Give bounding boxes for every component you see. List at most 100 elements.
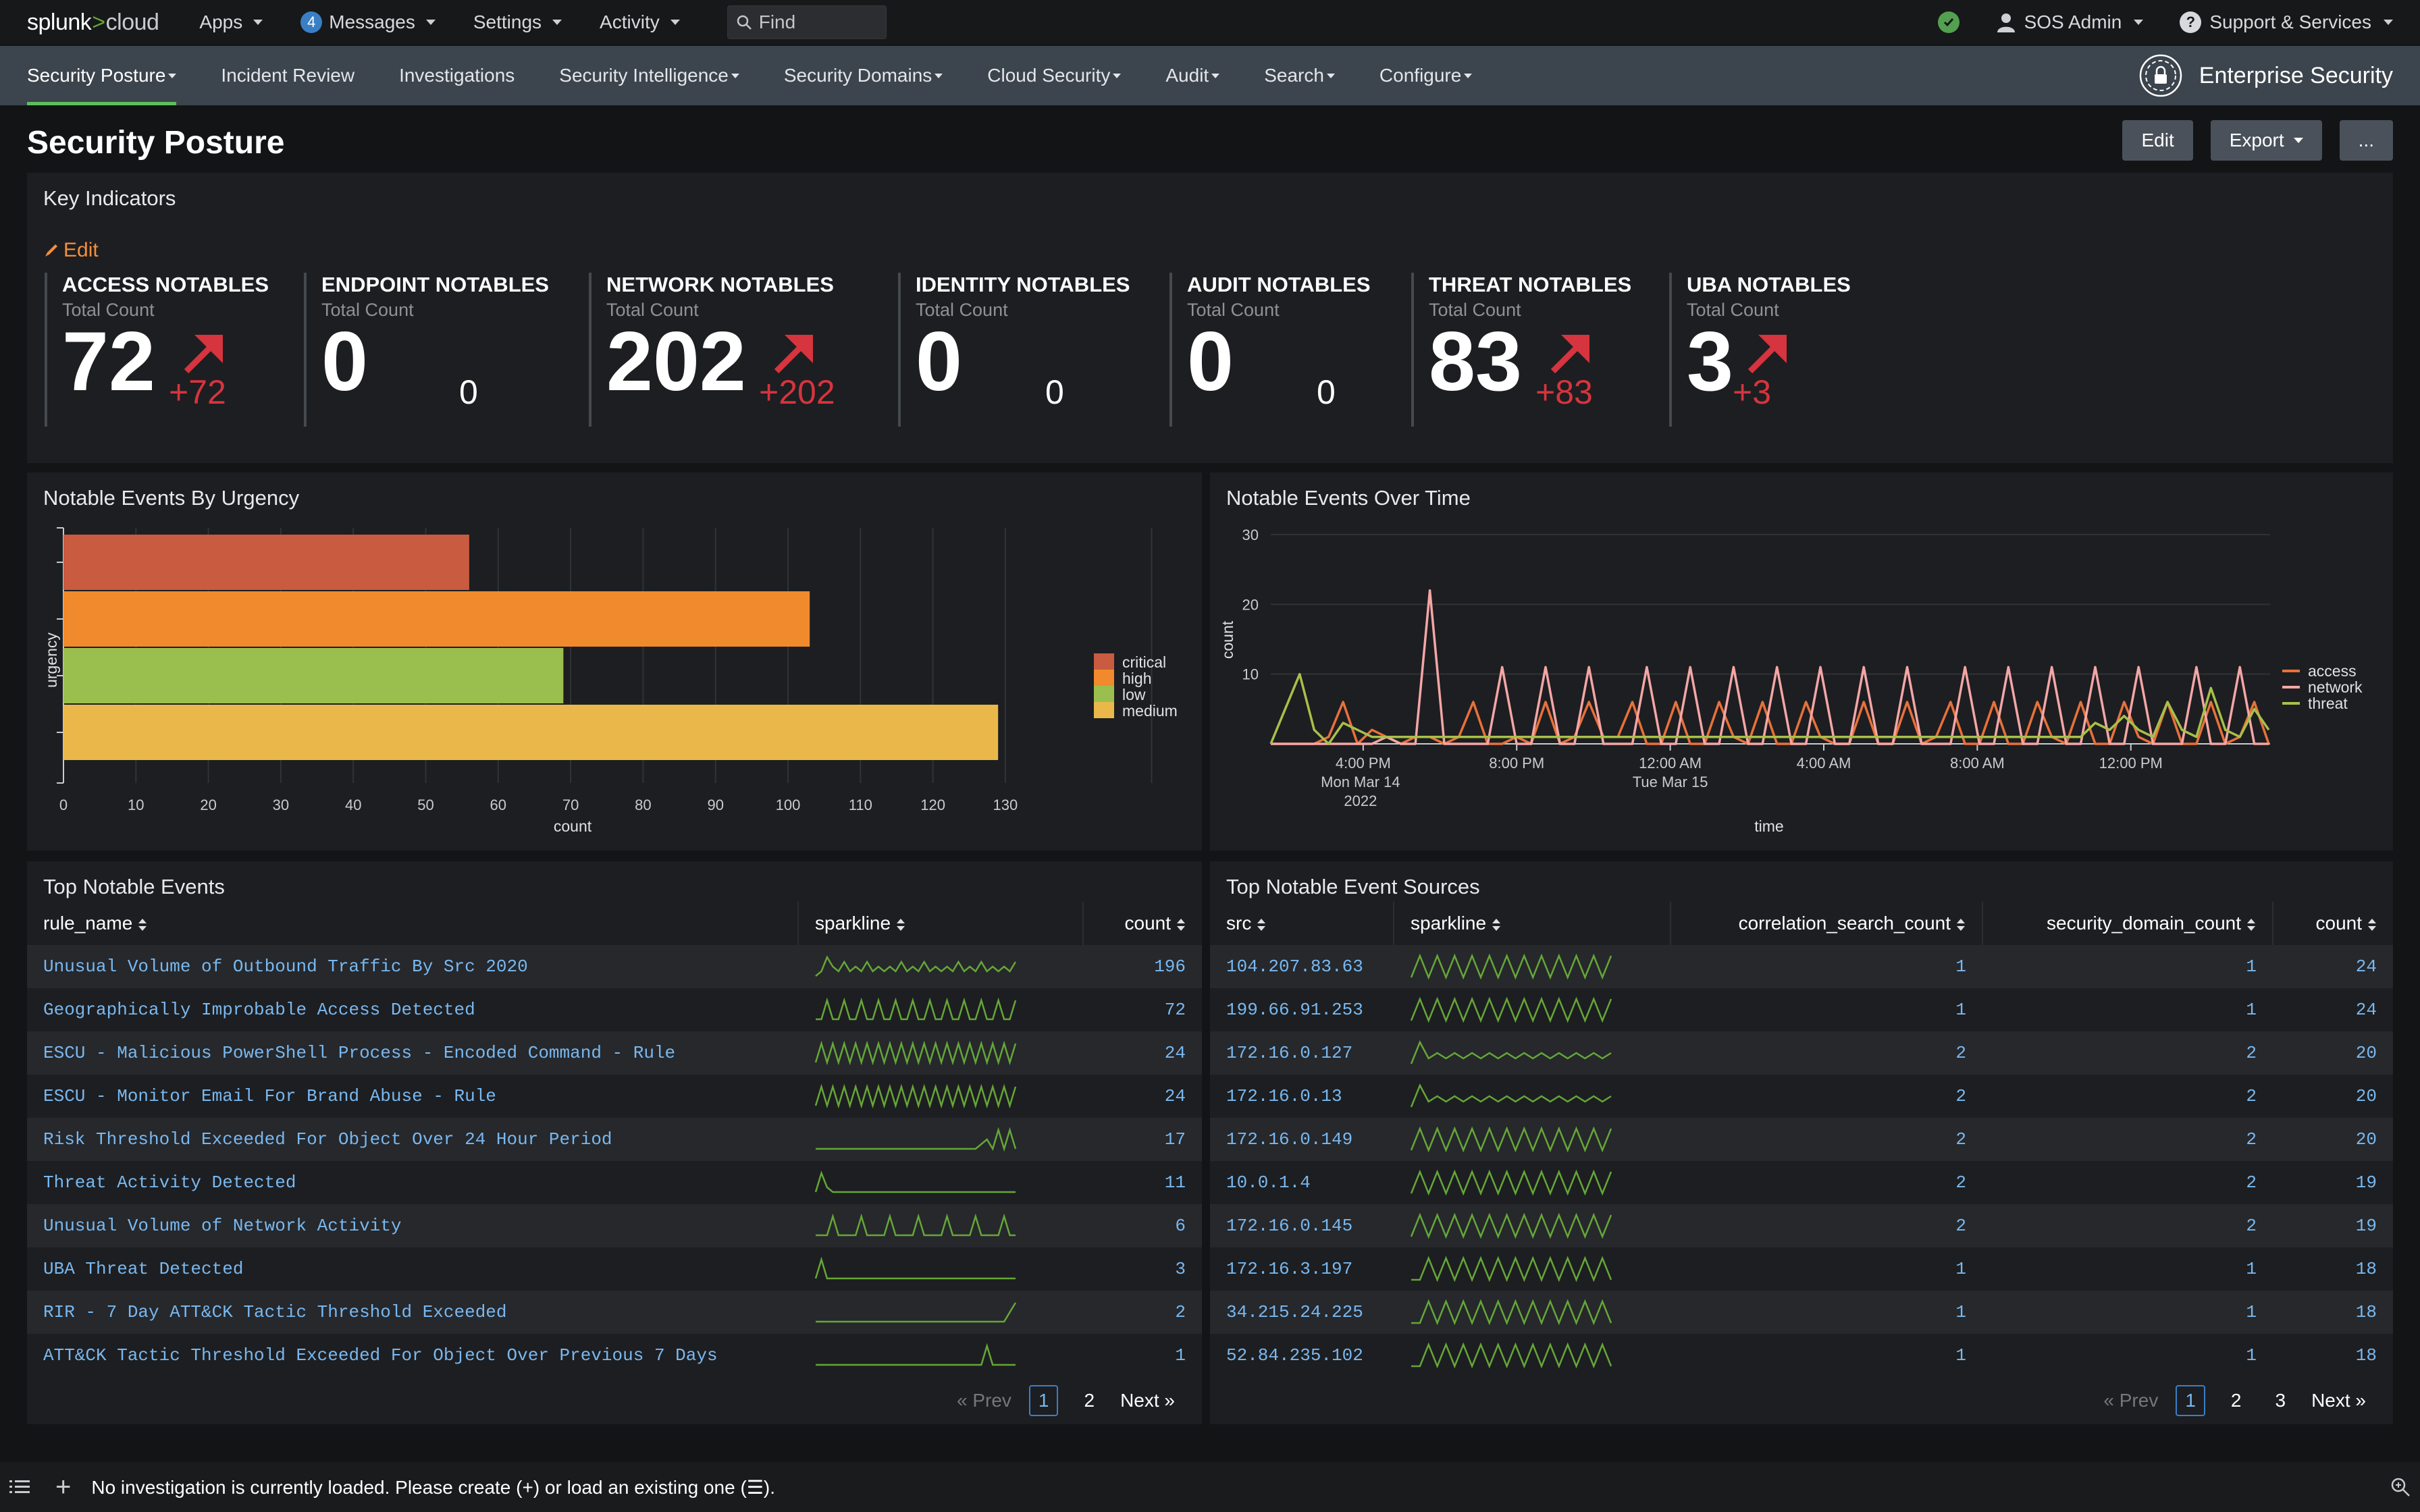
- count-cell[interactable]: 18: [2355, 1345, 2377, 1366]
- user-menu[interactable]: SOS Admin: [1996, 11, 2144, 33]
- security-domain-count-cell[interactable]: 1: [2246, 956, 2257, 977]
- count-cell[interactable]: 18: [2355, 1259, 2377, 1279]
- table-row[interactable]: Unusual Volume of Outbound Traffic By Sr…: [27, 945, 1202, 988]
- table-row[interactable]: 199.66.91.253 1 1 24: [1210, 988, 2393, 1031]
- create-investigation-icon[interactable]: +: [55, 1472, 72, 1502]
- next-page-link[interactable]: Next »: [2311, 1390, 2366, 1411]
- nav-tab-cloud-security[interactable]: Cloud Security: [987, 46, 1122, 105]
- nav-tab-investigations[interactable]: Investigations: [399, 46, 515, 105]
- bar-critical[interactable]: [63, 535, 469, 590]
- legend-label-threat[interactable]: threat: [2308, 695, 2348, 712]
- column-header-rule-name[interactable]: rule_name: [27, 902, 799, 945]
- table-row[interactable]: UBA Threat Detected 3: [27, 1247, 1202, 1291]
- correlation-search-count-cell[interactable]: 1: [1955, 1000, 1966, 1020]
- count-cell[interactable]: 72: [1164, 1000, 1186, 1020]
- kpi-audit-notables[interactable]: AUDIT NOTABLES Total Count 0 0: [1169, 273, 1400, 427]
- table-row[interactable]: 172.16.0.145 2 2 19: [1210, 1204, 2393, 1247]
- legend-label-low[interactable]: low: [1122, 686, 1146, 703]
- messages-menu[interactable]: 4 Messages: [300, 11, 436, 33]
- table-row[interactable]: 172.16.0.127 2 2 20: [1210, 1031, 2393, 1075]
- count-cell[interactable]: 20: [2355, 1129, 2377, 1150]
- correlation-search-count-cell[interactable]: 2: [1955, 1216, 1966, 1236]
- support-menu[interactable]: ? Support & Services: [2180, 11, 2393, 33]
- key-indicators-edit-link[interactable]: Edit: [43, 239, 99, 262]
- security-domain-count-cell[interactable]: 1: [2246, 1345, 2257, 1366]
- nav-tab-security-intelligence[interactable]: Security Intelligence: [559, 46, 739, 105]
- enterprise-security-brand[interactable]: Enterprise Security: [2138, 46, 2393, 105]
- kpi-threat-notables[interactable]: THREAT NOTABLES Total Count 83 +83: [1411, 273, 1658, 427]
- table-row[interactable]: RIR - 7 Day ATT&CK Tactic Threshold Exce…: [27, 1291, 1202, 1334]
- table-row[interactable]: 172.16.0.149 2 2 20: [1210, 1118, 2393, 1161]
- security-domain-count-cell[interactable]: 2: [2246, 1086, 2257, 1106]
- page-link-1[interactable]: 1: [1028, 1385, 1059, 1416]
- src-cell[interactable]: 172.16.0.127: [1226, 1043, 1353, 1063]
- kpi-network-notables[interactable]: NETWORK NOTABLES Total Count 202 +202: [589, 273, 887, 427]
- column-header-src[interactable]: src: [1210, 902, 1394, 945]
- more-actions-button[interactable]: ...: [2339, 120, 2393, 161]
- find-input[interactable]: [758, 11, 874, 33]
- table-row[interactable]: 52.84.235.102 1 1 18: [1210, 1334, 2393, 1377]
- series-line-threat[interactable]: [1269, 672, 2270, 745]
- count-cell[interactable]: 3: [1175, 1259, 1186, 1279]
- prev-page-link[interactable]: « Prev: [956, 1390, 1011, 1411]
- security-domain-count-cell[interactable]: 1: [2246, 1259, 2257, 1279]
- count-cell[interactable]: 17: [1164, 1129, 1186, 1150]
- src-cell[interactable]: 10.0.1.4: [1226, 1172, 1311, 1193]
- rule-name-cell[interactable]: Unusual Volume of Outbound Traffic By Sr…: [43, 956, 528, 977]
- src-cell[interactable]: 199.66.91.253: [1226, 1000, 1363, 1020]
- legend-label-high[interactable]: high: [1122, 670, 1151, 687]
- legend-label-medium[interactable]: medium: [1122, 702, 1178, 720]
- security-domain-count-cell[interactable]: 2: [2246, 1172, 2257, 1193]
- column-header-security-domain-count[interactable]: security_domain_count: [1982, 902, 2273, 945]
- count-cell[interactable]: 24: [2355, 1000, 2377, 1020]
- correlation-search-count-cell[interactable]: 2: [1955, 1086, 1966, 1106]
- find-box[interactable]: [727, 5, 887, 39]
- table-row[interactable]: ATT&CK Tactic Threshold Exceeded For Obj…: [27, 1334, 1202, 1377]
- page-link-2[interactable]: 2: [1084, 1390, 1095, 1411]
- rule-name-cell[interactable]: ESCU - Monitor Email For Brand Abuse - R…: [43, 1086, 496, 1106]
- security-domain-count-cell[interactable]: 1: [2246, 1302, 2257, 1322]
- apps-menu[interactable]: Apps: [199, 11, 263, 33]
- src-cell[interactable]: 172.16.0.145: [1226, 1216, 1353, 1236]
- kpi-endpoint-notables[interactable]: ENDPOINT NOTABLES Total Count 0 0: [304, 273, 578, 427]
- column-header-count[interactable]: count: [1083, 902, 1202, 945]
- security-domain-count-cell[interactable]: 2: [2246, 1216, 2257, 1236]
- rule-name-cell[interactable]: Threat Activity Detected: [43, 1172, 296, 1193]
- nav-tab-audit[interactable]: Audit: [1165, 46, 1220, 105]
- bar-medium[interactable]: [63, 705, 999, 760]
- table-row[interactable]: Geographically Improbable Access Detecte…: [27, 988, 1202, 1031]
- rule-name-cell[interactable]: UBA Threat Detected: [43, 1259, 244, 1279]
- src-cell[interactable]: 104.207.83.63: [1226, 956, 1363, 977]
- rule-name-cell[interactable]: Geographically Improbable Access Detecte…: [43, 1000, 475, 1020]
- series-line-network[interactable]: [1271, 589, 2269, 745]
- nav-tab-security-posture[interactable]: Security Posture: [27, 46, 177, 105]
- splunk-cloud-logo[interactable]: splunk > cloud: [27, 9, 159, 36]
- legend-label-critical[interactable]: critical: [1122, 653, 1166, 671]
- legend-label-access[interactable]: access: [2308, 662, 2357, 680]
- rule-name-cell[interactable]: Unusual Volume of Network Activity: [43, 1216, 402, 1236]
- column-header-correlation-search-count[interactable]: correlation_search_count: [1671, 902, 1983, 945]
- settings-menu[interactable]: Settings: [473, 11, 562, 33]
- health-ok-icon[interactable]: [1937, 11, 1959, 33]
- security-domain-count-cell[interactable]: 2: [2246, 1043, 2257, 1063]
- count-cell[interactable]: 11: [1164, 1172, 1186, 1193]
- table-row[interactable]: ESCU - Monitor Email For Brand Abuse - R…: [27, 1075, 1202, 1118]
- export-button[interactable]: Export: [2210, 120, 2322, 161]
- src-cell[interactable]: 172.16.0.13: [1226, 1086, 1342, 1106]
- count-cell[interactable]: 20: [2355, 1086, 2377, 1106]
- activity-menu[interactable]: Activity: [600, 11, 680, 33]
- kpi-access-notables[interactable]: ACCESS NOTABLES Total Count 72 +72: [45, 273, 293, 427]
- count-cell[interactable]: 2: [1175, 1302, 1186, 1322]
- table-row[interactable]: Risk Threshold Exceeded For Object Over …: [27, 1118, 1202, 1161]
- count-cell[interactable]: 19: [2355, 1172, 2377, 1193]
- investigation-list-icon[interactable]: [9, 1479, 30, 1495]
- table-row[interactable]: 172.16.3.197 1 1 18: [1210, 1247, 2393, 1291]
- kpi-uba-notables[interactable]: UBA NOTABLES Total Count 3 +3: [1669, 273, 1907, 427]
- table-row[interactable]: ESCU - Malicious PowerShell Process - En…: [27, 1031, 1202, 1075]
- count-cell[interactable]: 18: [2355, 1302, 2377, 1322]
- rule-name-cell[interactable]: ATT&CK Tactic Threshold Exceeded For Obj…: [43, 1345, 718, 1366]
- table-row[interactable]: Unusual Volume of Network Activity 6: [27, 1204, 1202, 1247]
- kpi-identity-notables[interactable]: IDENTITY NOTABLES Total Count 0 0: [898, 273, 1159, 427]
- column-header-sparkline[interactable]: sparkline: [798, 902, 1084, 945]
- src-cell[interactable]: 52.84.235.102: [1226, 1345, 1363, 1366]
